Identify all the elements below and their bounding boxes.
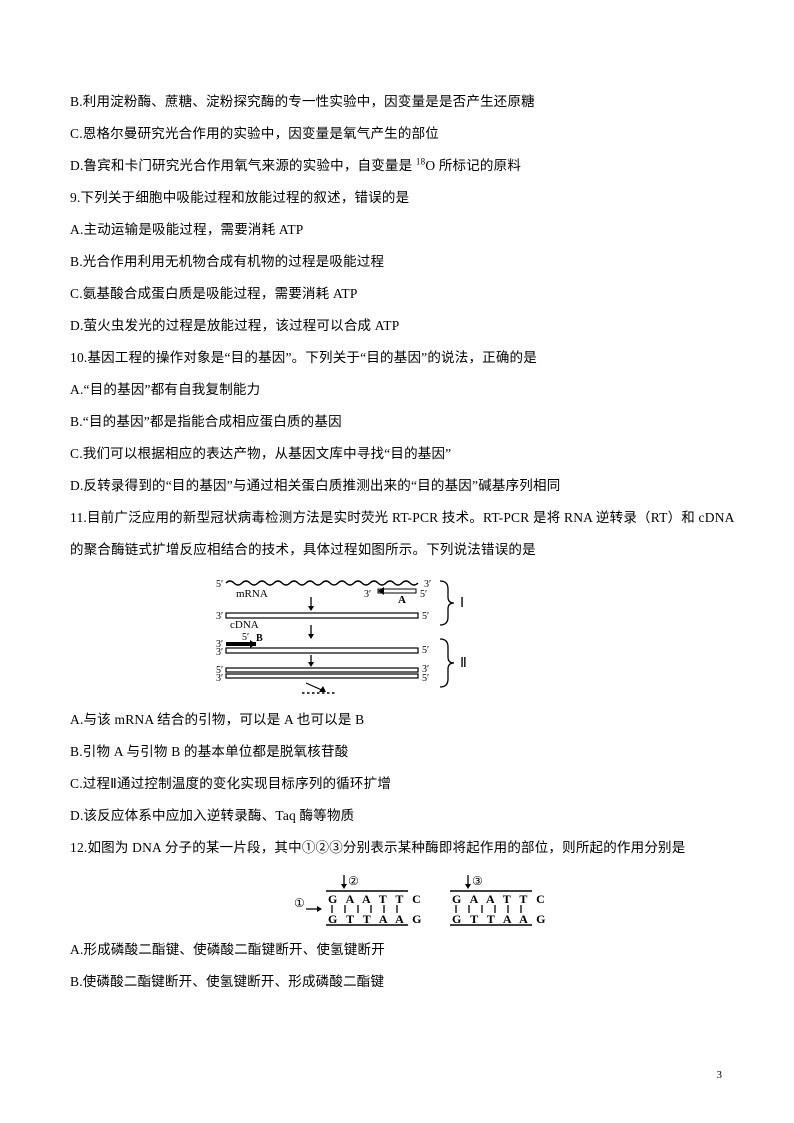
page-number: 3 xyxy=(717,1069,723,1081)
five-prime-label: 5′ xyxy=(216,579,223,590)
q10-option-d: D.反转录得到的“目的基因”与通过相关蛋白质推测出来的“目的基因”碱基序列相同 xyxy=(70,479,724,493)
circled-1: ① xyxy=(294,896,305,910)
circled-3: ③ xyxy=(472,874,483,888)
text: D.鲁宾和卡门研究光合作用氧气来源的实验中，自变量是 xyxy=(70,158,416,173)
question-11-line2: 的聚合酶链式扩增反应相结合的技术，具体过程如图所示。下列说法错误的是 xyxy=(70,543,724,557)
figure-dna-fragment: ② ① G A A T T C G T T A A G ③ xyxy=(290,873,590,927)
q11-option-b: B.引物 A 与引物 B 的基本单位都是脱氧核苷酸 xyxy=(70,745,724,759)
dna-bottom-seq: G T T A A G xyxy=(328,912,425,926)
q11-option-c: C.过程Ⅱ通过控制温度的变化实现目标序列的循环扩增 xyxy=(70,777,724,791)
figure-rtpcr: 5′ 3′ mRNA 5′ 3′ A 3′ 5′ cDNA Ⅰ xyxy=(206,575,496,697)
dna-top-seq-2: G A A T T C xyxy=(452,892,548,906)
q11-option-d: D.该反应体系中应加入逆转录酶、Taq 酶等物质 xyxy=(70,809,724,823)
q10-option-c: C.我们可以根据相应的表达产物，从基因文库中寻找“目的基因” xyxy=(70,447,724,461)
q9-option-d: D.萤火虫发光的过程是放能过程，该过程可以合成 ATP xyxy=(70,319,724,333)
question-9: 9.下列关于细胞中吸能过程和放能过程的叙述，错误的是 xyxy=(70,191,724,205)
q11-option-a: A.与该 mRNA 结合的引物，可以是 A 也可以是 B xyxy=(70,713,724,727)
q12-option-a: A.形成磷酸二酯键、使磷酸二酯键断开、使氢键断开 xyxy=(70,943,724,957)
q9-option-c: C.氨基酸合成蛋白质是吸能过程，需要消耗 ATP xyxy=(70,287,724,301)
option-b: B.利用淀粉酶、蔗糖、淀粉探究酶的专一性实验中，因变量是是否产生还原糖 xyxy=(70,95,724,109)
question-11-line1: 11.目前广泛应用的新型冠状病毒检测方法是实时荧光 RT-PCR 技术。RT-P… xyxy=(70,511,724,525)
q9-option-b: B.光合作用利用无机物合成有机物的过程是吸能过程 xyxy=(70,255,724,269)
five-prime-label: 5′ xyxy=(422,645,429,656)
q12-option-b: B.使磷酸二酯键断开、使氢键断开、形成磷酸二酯键 xyxy=(70,975,724,989)
region-ii-label: Ⅱ xyxy=(460,656,467,671)
mrna-label: mRNA xyxy=(236,588,268,600)
page-content: B.利用淀粉酶、蔗糖、淀粉探究酶的专一性实验中，因变量是是否产生还原糖 C.恩格… xyxy=(70,95,724,1007)
three-prime-label: 3′ xyxy=(216,611,223,622)
circled-2: ② xyxy=(348,874,359,888)
five-prime-label: 5′ xyxy=(422,611,429,622)
q10-option-b: B.“目的基因”都是指能合成相应蛋白质的基因 xyxy=(70,415,724,429)
primer-b-label: B xyxy=(256,633,263,644)
question-12: 12.如图为 DNA 分子的某一片段，其中①②③分别表示某种酶即将起作用的部位，… xyxy=(70,841,724,855)
question-10: 10.基因工程的操作对象是“目的基因”。下列关于“目的基因”的说法，正确的是 xyxy=(70,351,724,365)
five-prime-label: 5′ xyxy=(420,589,427,600)
three-prime-label: 3′ xyxy=(216,673,223,684)
text: O 所标记的原料 xyxy=(425,158,521,173)
dna-bottom-seq-2: G T T A A G xyxy=(452,912,549,926)
three-prime-label: 3′ xyxy=(364,589,371,600)
superscript: 18 xyxy=(416,157,425,167)
five-prime-label: 5′ xyxy=(242,632,249,643)
region-i-label: Ⅰ xyxy=(460,596,464,611)
option-d: D.鲁宾和卡门研究光合作用氧气来源的实验中，自变量是 18O 所标记的原料 xyxy=(70,159,724,173)
five-prime-label: 5′ xyxy=(422,673,429,684)
q9-option-a: A.主动运输是吸能过程，需要消耗 ATP xyxy=(70,223,724,237)
cdna-label: cDNA xyxy=(230,619,259,631)
option-c: C.恩格尔曼研究光合作用的实验中，因变量是氧气产生的部位 xyxy=(70,127,724,141)
three-prime-label: 3′ xyxy=(216,647,223,658)
q10-option-a: A.“目的基因”都有自我复制能力 xyxy=(70,383,724,397)
dna-top-seq: G A A T T C xyxy=(328,892,424,906)
primer-a-label: A xyxy=(398,594,406,606)
